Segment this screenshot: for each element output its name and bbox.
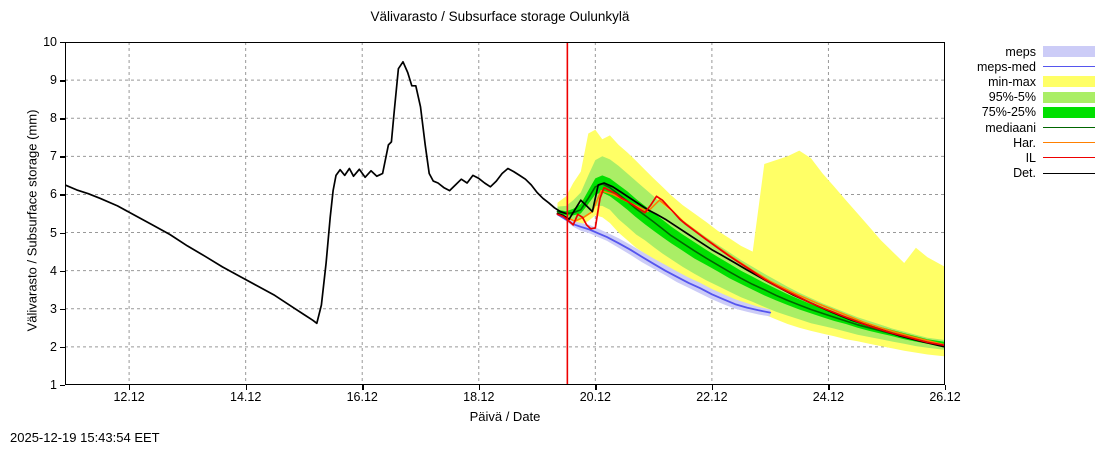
legend-label: Det.: [1013, 166, 1036, 181]
x-axis-tick-label: 24.12: [812, 390, 845, 404]
y-axis-tick: [60, 194, 65, 196]
x-axis-tick: [478, 385, 481, 390]
line-mediaani: [556, 183, 945, 346]
y-axis-title: Välivarasto / Subsurface storage (mm): [24, 109, 40, 332]
legend-item-il: IL: [965, 150, 1095, 165]
y-axis-tick-label: 1: [50, 378, 57, 392]
y-axis-tick-label: 4: [50, 263, 57, 278]
x-axis-tick: [711, 385, 714, 390]
legend-line-sample: [1043, 157, 1095, 159]
y-axis-tick: [60, 308, 65, 311]
legend-line-sample: [1043, 127, 1095, 129]
x-axis-tick-label: 16.12: [346, 390, 378, 404]
x-axis-tick: [245, 385, 248, 390]
y-axis-tick-label: 10: [43, 35, 57, 49]
legend-label: Har.: [1013, 135, 1036, 150]
y-axis-tick: [60, 385, 65, 387]
y-axis-tick: [60, 80, 65, 82]
line-il: [556, 186, 945, 347]
y-axis-tick-label: 6: [50, 187, 57, 202]
y-axis-tick-label: 7: [50, 149, 57, 164]
legend-label: min-max: [988, 74, 1036, 89]
legend-label: mediaani: [985, 120, 1036, 135]
band-min-max: [557, 129, 945, 357]
band-75-25: [557, 175, 945, 347]
y-axis-tick-label: 3: [50, 301, 57, 316]
y-axis-tick-label: 2: [50, 339, 57, 354]
legend-item-meps-med: meps-med: [965, 59, 1095, 74]
x-axis-tick-label: 26.12: [929, 390, 961, 404]
x-axis-title: Päivä / Date: [469, 409, 541, 424]
legend-swatch: [1043, 46, 1095, 58]
legend-item-mediaani: mediaani: [965, 120, 1095, 135]
chart-title: Välivarasto / Subsurface storage Oulunky…: [370, 9, 630, 24]
x-axis-tick-label: 12.12: [113, 390, 145, 404]
y-axis-tick: [60, 270, 65, 273]
legend-label: 95%-5%: [988, 90, 1036, 105]
plot-frame: [65, 42, 945, 385]
y-axis-tick-label: 8: [50, 111, 57, 126]
legend-line-sample: [1043, 172, 1095, 174]
y-axis-tick: [60, 232, 65, 234]
legend: meps meps-med min-max 95%-5% 75%-25% mediaani…: [965, 44, 1095, 181]
x-axis-tick: [362, 385, 364, 390]
line-meps-med: [556, 213, 772, 314]
x-axis-tick-label: 14.12: [230, 390, 262, 404]
x-axis-tick-label: 20.12: [579, 390, 611, 404]
legend-item-75-25: 75%-25%: [965, 105, 1095, 120]
legend-swatch: [1043, 106, 1095, 118]
legend-label: meps: [1005, 44, 1036, 59]
legend-item-95-5: 95%-5%: [965, 90, 1095, 105]
legend-item-det: Det.: [965, 166, 1095, 181]
y-axis-tick: [60, 42, 65, 44]
legend-swatch: [1043, 91, 1095, 103]
legend-line-sample: [1043, 142, 1095, 144]
x-axis-tick-label: 18.12: [463, 390, 495, 404]
legend-line-sample: [1043, 66, 1095, 68]
y-axis-tick: [60, 156, 65, 158]
x-axis-tick: [595, 385, 597, 390]
line-det-observed: [65, 60, 568, 325]
y-axis-tick-label: 5: [50, 225, 57, 240]
y-axis-tick-label: 9: [50, 73, 57, 88]
legend-item-min-max: min-max: [965, 74, 1095, 89]
chart-svg: [65, 42, 945, 385]
legend-label: 75%-25%: [981, 105, 1036, 120]
x-axis-tick-label: 22.12: [696, 390, 728, 404]
x-axis-tick: [945, 385, 947, 390]
x-axis-tick: [828, 385, 830, 390]
legend-item-meps: meps: [965, 44, 1095, 59]
legend-label: IL: [1025, 150, 1036, 165]
x-axis-tick: [129, 385, 131, 390]
legend-item-har: Har.: [965, 135, 1095, 150]
timestamp: 2025-12-19 15:43:54 EET: [10, 430, 160, 445]
legend-label: meps-med: [976, 59, 1036, 74]
y-axis-tick: [60, 118, 65, 120]
y-axis-tick: [60, 346, 65, 349]
plot-area: [65, 42, 945, 385]
legend-swatch: [1043, 76, 1095, 88]
